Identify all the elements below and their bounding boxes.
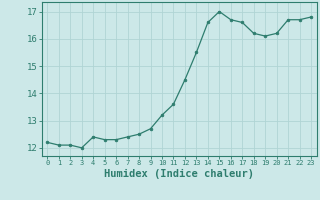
X-axis label: Humidex (Indice chaleur): Humidex (Indice chaleur) [104,169,254,179]
